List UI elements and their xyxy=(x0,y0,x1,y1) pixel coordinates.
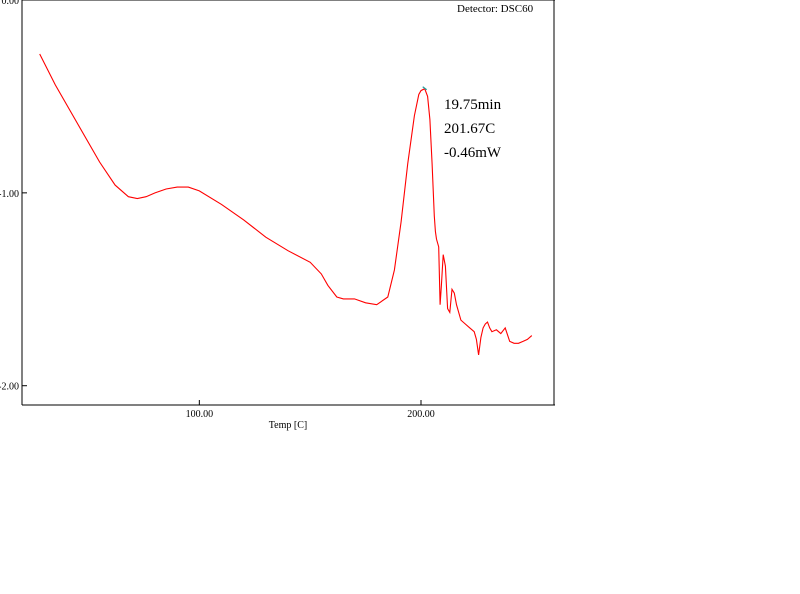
y-axis: 0.00 -1.00 -2.00 xyxy=(0,0,27,393)
series-line xyxy=(39,53,533,355)
peak-point xyxy=(422,86,428,91)
y-tick-label: -1.00 xyxy=(0,189,19,200)
y-tick-label: -2.00 xyxy=(0,382,19,393)
peak-annotation-time: 19.75min xyxy=(444,97,502,113)
detector-label: Detector: DSC60 xyxy=(457,3,534,15)
x-axis-title: Temp [C] xyxy=(269,420,307,431)
x-axis: 100.00 200.00 xyxy=(186,400,435,420)
x-tick-label: 100.00 xyxy=(186,409,214,420)
peak-marker xyxy=(422,86,428,91)
peak-annotation-heat: -0.46mW xyxy=(444,145,502,161)
peak-annotation-temp: 201.67C xyxy=(444,121,495,137)
x-tick-label: 200.00 xyxy=(407,409,435,420)
y-tick-label: 0.00 xyxy=(2,0,20,7)
